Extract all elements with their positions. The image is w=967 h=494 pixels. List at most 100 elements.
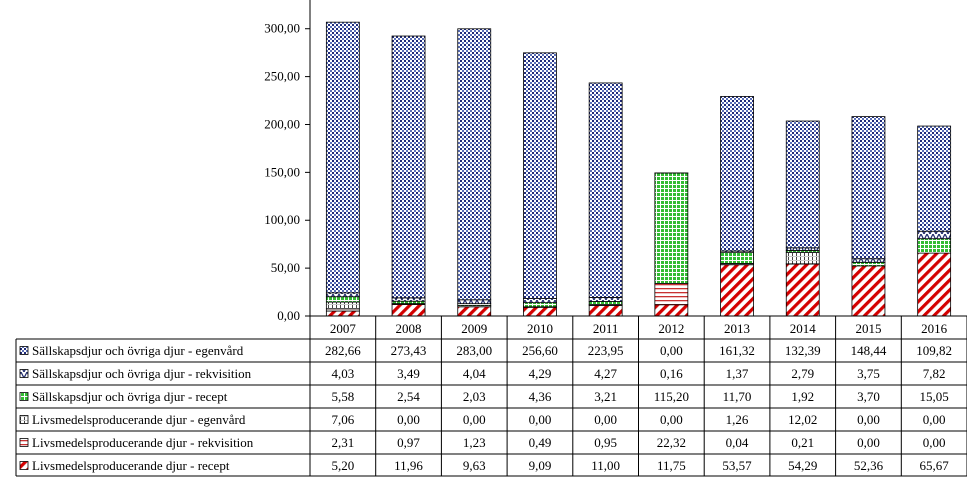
y-tick-label: 200,00 — [264, 116, 300, 131]
data-value-label: 1,26 — [726, 412, 749, 427]
data-value-label: 132,39 — [785, 343, 821, 358]
category-label: 2011 — [593, 321, 619, 336]
bar-segment — [851, 116, 886, 260]
bar-stack-2010 — [523, 52, 557, 317]
legend-key — [19, 369, 29, 378]
bars — [325, 21, 952, 317]
bar-stack-2011 — [588, 82, 623, 317]
data-value-label: 0,00 — [660, 412, 683, 427]
data-value-label: 11,70 — [723, 389, 752, 404]
data-value-label: 9,09 — [529, 458, 552, 473]
data-value-label: 148,44 — [851, 343, 887, 358]
data-value-label: 0,00 — [463, 412, 486, 427]
data-value-label: 9,63 — [463, 458, 486, 473]
category-label: 2009 — [461, 321, 487, 336]
data-value-label: 1,23 — [463, 435, 486, 450]
data-value-label: 5,20 — [331, 458, 354, 473]
data-value-label: 22,32 — [657, 435, 686, 450]
y-tick-label: 300,00 — [264, 21, 300, 36]
data-value-label: 5,58 — [331, 389, 354, 404]
data-value-label: 11,75 — [657, 458, 686, 473]
bar-segment — [588, 305, 623, 317]
bar-segment — [917, 125, 952, 232]
bar-segment — [588, 301, 623, 305]
category-label: 2012 — [658, 321, 684, 336]
data-value-label: 0,16 — [660, 366, 683, 381]
bar-segment — [325, 301, 360, 310]
legend-label: Livsmedelsproducerande djur - recept — [32, 458, 230, 473]
bar-segment — [523, 298, 557, 304]
bar-segment — [785, 251, 820, 265]
data-value-label: 161,32 — [719, 343, 755, 358]
data-value-label: 2,79 — [791, 366, 814, 381]
data-value-label: 282,66 — [325, 343, 361, 358]
legend-label: Sällskapsdjur och övriga djur - rekvisit… — [32, 366, 252, 381]
bar-stack-2014 — [785, 120, 820, 317]
bar-stack-2013 — [720, 96, 754, 317]
bar-segment — [588, 82, 623, 298]
bar-segment — [654, 304, 689, 317]
data-value-label: 2,03 — [463, 389, 486, 404]
bar-segment — [325, 292, 360, 298]
bar-stack-2008 — [391, 35, 426, 317]
data-value-label: 223,95 — [588, 343, 624, 358]
bar-stack-2015 — [851, 116, 886, 317]
data-value-label: 0,00 — [923, 435, 946, 450]
data-value-label: 52,36 — [854, 458, 884, 473]
bar-segment — [325, 21, 360, 294]
data-value-label: 4,36 — [529, 389, 552, 404]
category-label: 2014 — [790, 321, 817, 336]
legend-label: Sällskapsdjur och övriga djur - recept — [32, 389, 228, 404]
data-value-label: 0,00 — [660, 343, 683, 358]
bar-segment — [654, 282, 689, 306]
category-label: 2016 — [921, 321, 948, 336]
category-label: 2013 — [724, 321, 750, 336]
y-axis: 0,00 50,00 100,00 150,00 200,00 250,00 300,00 — [264, 0, 311, 323]
data-value-label: 283,00 — [456, 343, 492, 358]
category-label: 2015 — [855, 321, 881, 336]
category-label: 2008 — [396, 321, 422, 336]
data-value-label: 1,92 — [791, 389, 814, 404]
data-value-label: 0,00 — [857, 435, 880, 450]
data-value-label: 0,95 — [594, 435, 617, 450]
data-value-label: 0,00 — [857, 412, 880, 427]
data-value-label: 53,57 — [722, 458, 752, 473]
y-tick-label: 0,00 — [277, 308, 300, 323]
legend-key — [19, 461, 29, 470]
bar-segment — [785, 247, 820, 251]
data-value-label: 7,82 — [923, 366, 946, 381]
data-value-label: 109,82 — [916, 343, 952, 358]
bar-segment — [720, 264, 754, 317]
bar-segment — [917, 238, 952, 254]
data-value-label: 11,00 — [591, 458, 620, 473]
bar-segment — [720, 251, 754, 264]
data-value-label: 12,02 — [788, 412, 817, 427]
bar-segment — [917, 252, 952, 317]
data-value-label: 0,49 — [529, 435, 552, 450]
legend-label: Livsmedelsproducerande djur - rekvisitio… — [32, 435, 254, 450]
bar-segment — [325, 310, 360, 317]
y-tick-label: 150,00 — [264, 164, 300, 179]
bar-segment — [588, 296, 623, 302]
data-value-label: 115,20 — [654, 389, 689, 404]
bar-segment — [391, 35, 426, 299]
data-value-label: 4,27 — [594, 366, 617, 381]
category-label: 2010 — [527, 321, 553, 336]
y-tick-label: 50,00 — [271, 260, 300, 275]
bar-segment — [654, 172, 689, 284]
data-value-label: 11,96 — [394, 458, 423, 473]
bar-segment — [523, 52, 557, 299]
data-table: 2007 2008 2009 2010 2011 2012 2013 2014 2015 2016… — [15, 315, 967, 477]
y-tick-label: 250,00 — [264, 69, 300, 84]
bar-segment — [325, 296, 360, 303]
data-value-label: 65,67 — [920, 458, 950, 473]
bar-segment — [457, 306, 492, 317]
legend-key — [19, 438, 29, 447]
bar-segment — [457, 28, 492, 301]
bar-stack-2007 — [325, 21, 360, 317]
data-value-label: 256,60 — [522, 343, 558, 358]
bar-segment — [720, 96, 754, 252]
bar-stack-2016 — [917, 125, 952, 317]
data-value-label: 0,00 — [923, 412, 946, 427]
